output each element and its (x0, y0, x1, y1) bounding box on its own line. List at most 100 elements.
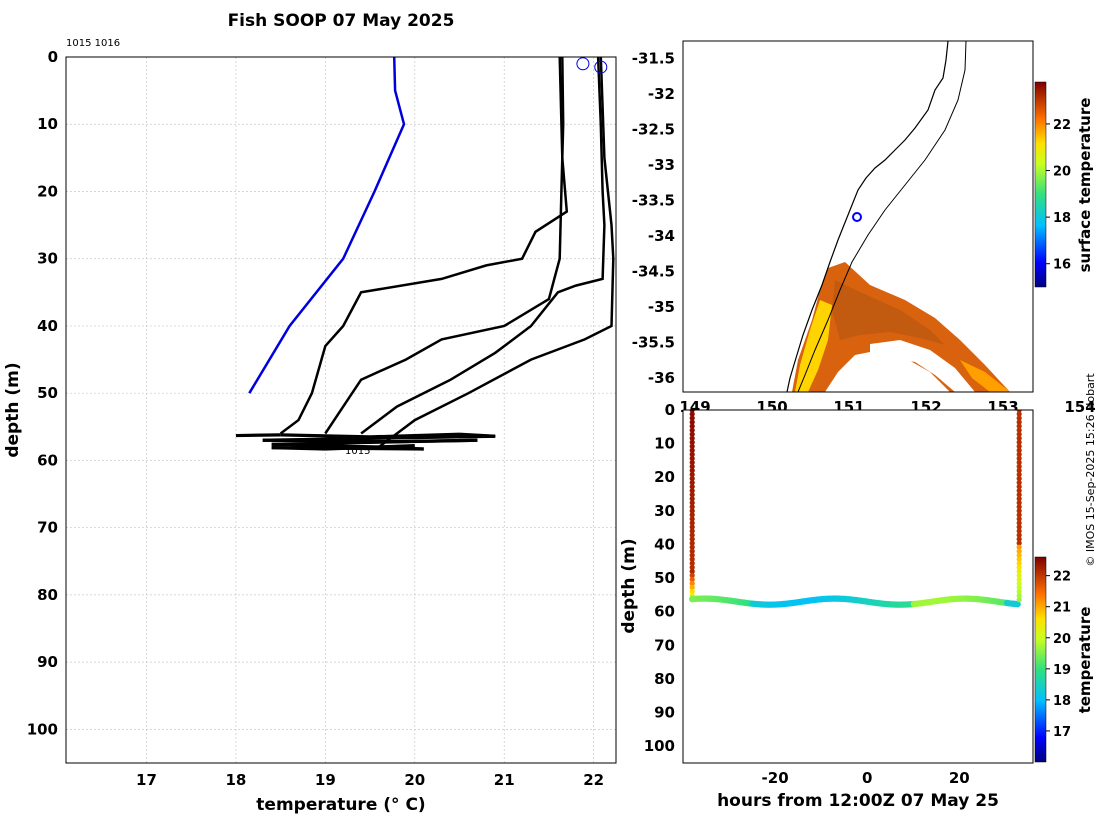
timedepth-point (1016, 568, 1022, 574)
timedepth-point (1016, 496, 1022, 502)
timedepth-point (1016, 597, 1022, 603)
profile-ytick-label: 30 (37, 250, 58, 268)
map-axes-box (682, 40, 1034, 393)
timedepth-point (1016, 524, 1022, 530)
timedepth-point (1016, 463, 1022, 470)
profile-series (235, 57, 615, 451)
timedepth-point (689, 475, 695, 482)
timedepth-point (1016, 504, 1022, 510)
timedepth-point (689, 508, 695, 514)
timedepth-point (1016, 500, 1022, 506)
timedepth-point (1016, 471, 1022, 478)
profile-ytick-label: 0 (48, 48, 58, 66)
timedepth-ytick-label: 90 (654, 704, 675, 722)
timedepth-point (1016, 576, 1022, 583)
profile-xtick-label: 20 (404, 771, 425, 789)
profile-axes-box (65, 56, 617, 764)
map-xtick-label: 154 (1064, 398, 1095, 416)
timedepth-point (689, 512, 695, 518)
temperature-colorbar-tick-label: 22 (1053, 570, 1071, 585)
timedepth-xtick-label: -20 (762, 769, 789, 787)
profile-xtick-label: 19 (315, 771, 336, 789)
timedepth-point (1016, 435, 1022, 441)
profile-xtick-label: 22 (583, 771, 604, 789)
timedepth-point (689, 443, 695, 449)
timedepth-point (689, 415, 695, 421)
timedepth-point (689, 576, 695, 583)
timedepth-point (689, 524, 695, 530)
timedepth-point (1016, 488, 1022, 494)
temperature-colorbar-tick-label: 21 (1053, 601, 1071, 616)
timedepth-point (689, 552, 695, 558)
timedepth-point (1016, 528, 1022, 534)
timedepth-point (689, 572, 695, 579)
map-content (683, 41, 1033, 392)
timedepth-point (1016, 540, 1022, 546)
timedepth-panel: -20 0 20 0 10 20 30 40 50 60 70 80 90 100 17 18 19 20 21 2… (619, 401, 1094, 811)
temperature-colorbar-tick-label: 19 (1053, 663, 1071, 678)
timedepth-colorbar-label: temperature (1076, 607, 1094, 714)
timedepth-xtick-label: 0 (862, 769, 872, 787)
timedepth-ytick-label: 100 (644, 737, 675, 755)
profile-annotation-top: 1015 1016 (66, 38, 120, 49)
timedepth-point (1016, 512, 1022, 518)
map-ytick-label: -34.5 (632, 262, 675, 280)
profile-series-line (248, 57, 406, 394)
timedepth-point (1016, 552, 1022, 558)
timedepth-ytick-label: 30 (654, 502, 675, 520)
timedepth-point (1016, 447, 1022, 453)
timedepth-point (1016, 532, 1022, 538)
profile-bottom-trace (280, 433, 371, 439)
timedepth-point (1016, 480, 1022, 486)
profile-bottom-trace (370, 432, 460, 439)
map-colorbar-label: surface temperature (1076, 98, 1094, 273)
map-ytick-label: -32.5 (632, 121, 675, 139)
temperature-colorbar-tick-label: 20 (1053, 632, 1071, 647)
timedepth-point (1016, 564, 1022, 570)
map-colorbar-tick-label: 20 (1053, 165, 1071, 180)
timedepth-point (689, 540, 695, 546)
profile-ytick-label: 90 (37, 653, 58, 671)
map-ytick-label: -31.5 (632, 50, 675, 68)
timedepth-point (1016, 592, 1022, 599)
timedepth-ticks: -20 0 20 0 10 20 30 40 50 60 70 80 90 100 (644, 401, 970, 787)
timedepth-point (1016, 455, 1022, 462)
timedepth-ytick-label: 0 (665, 401, 675, 419)
timedepth-point (689, 584, 695, 591)
timedepth-ylabel: depth (m) (619, 538, 639, 633)
timedepth-point (689, 488, 695, 494)
timedepth-point (689, 556, 695, 562)
timedepth-point (689, 548, 695, 554)
timedepth-point (689, 516, 695, 522)
profile-ticks: 17 18 19 20 21 22 0 10 20 30 40 50 60 70 80 90 100 (27, 48, 604, 789)
timedepth-point (1016, 544, 1022, 550)
profile-ytick-label: 80 (37, 586, 58, 604)
temperature-colorbar (1034, 556, 1047, 763)
timedepth-point (1014, 600, 1021, 608)
timedepth-point (689, 419, 695, 425)
timedepth-point (689, 411, 695, 417)
sst-cold-gap (870, 340, 975, 392)
timedepth-point (1016, 423, 1022, 429)
profile-xtick-label: 18 (225, 771, 246, 789)
timedepth-point (689, 431, 695, 437)
timedepth-point (1016, 516, 1022, 522)
timedepth-point (1016, 475, 1022, 482)
timedepth-point (689, 536, 695, 542)
timedepth-point (1016, 484, 1022, 490)
timedepth-ytick-label: 60 (654, 603, 675, 621)
profile-ytick-label: 10 (37, 115, 58, 133)
timedepth-point (1016, 548, 1022, 554)
timedepth-point (1016, 584, 1022, 591)
timedepth-point (1016, 520, 1022, 526)
map-colorbar-ticks: 16 18 20 22 (1046, 118, 1071, 273)
timedepth-point (689, 520, 695, 526)
timedepth-point (1016, 508, 1022, 514)
credit-text: © IMOS 15-Sep-2025 15:26 Hobart (1084, 373, 1097, 567)
timedepth-point (689, 544, 695, 550)
map-colorbar-tick-label: 16 (1053, 258, 1071, 273)
profile-ytick-label: 40 (37, 317, 58, 335)
timedepth-point (1016, 580, 1022, 587)
timedepth-ytick-label: 40 (654, 535, 675, 553)
